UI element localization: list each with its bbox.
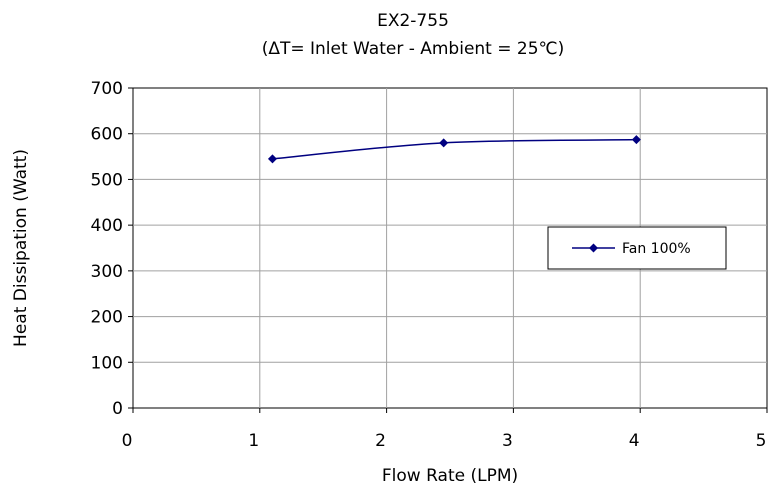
- x-tick-label: 2: [375, 431, 386, 451]
- y-tick-label: 100: [91, 353, 123, 373]
- x-axis-label: Flow Rate (LPM): [382, 466, 518, 486]
- x-tick-labels: 0 1 2 3 4 5: [122, 431, 767, 451]
- legend: Fan 100%: [547, 226, 727, 270]
- y-tick-label: 200: [91, 308, 123, 328]
- y-tick-label: 300: [91, 262, 123, 282]
- y-tick-label: 400: [91, 216, 123, 236]
- y-tick-label: 600: [91, 125, 123, 145]
- y-axis-label: Heat Dissipation (Watt): [11, 149, 31, 347]
- chart-title: EX2-755: [377, 11, 449, 31]
- x-tick-label: 1: [248, 431, 259, 451]
- grid: [128, 87, 768, 413]
- legend-label: Fan 100%: [622, 241, 691, 257]
- data-point: [439, 138, 449, 148]
- y-tick-label: 0: [112, 399, 123, 419]
- data-point: [631, 135, 641, 145]
- y-tick-label: 700: [91, 79, 123, 99]
- data-point: [267, 154, 277, 164]
- x-tick-label: 4: [629, 431, 640, 451]
- y-tick-labels: 0 100 200 300 400 500 600 700: [91, 79, 123, 419]
- x-tick-label: 5: [756, 431, 767, 451]
- y-tick-label: 500: [91, 170, 123, 190]
- x-tick-label: 0: [122, 431, 133, 451]
- x-tick-label: 3: [502, 431, 513, 451]
- legend-series-marker: [589, 243, 598, 253]
- chart-subtitle: (ΔT= Inlet Water - Ambient = 25℃): [262, 39, 565, 59]
- series-layer: [267, 135, 641, 164]
